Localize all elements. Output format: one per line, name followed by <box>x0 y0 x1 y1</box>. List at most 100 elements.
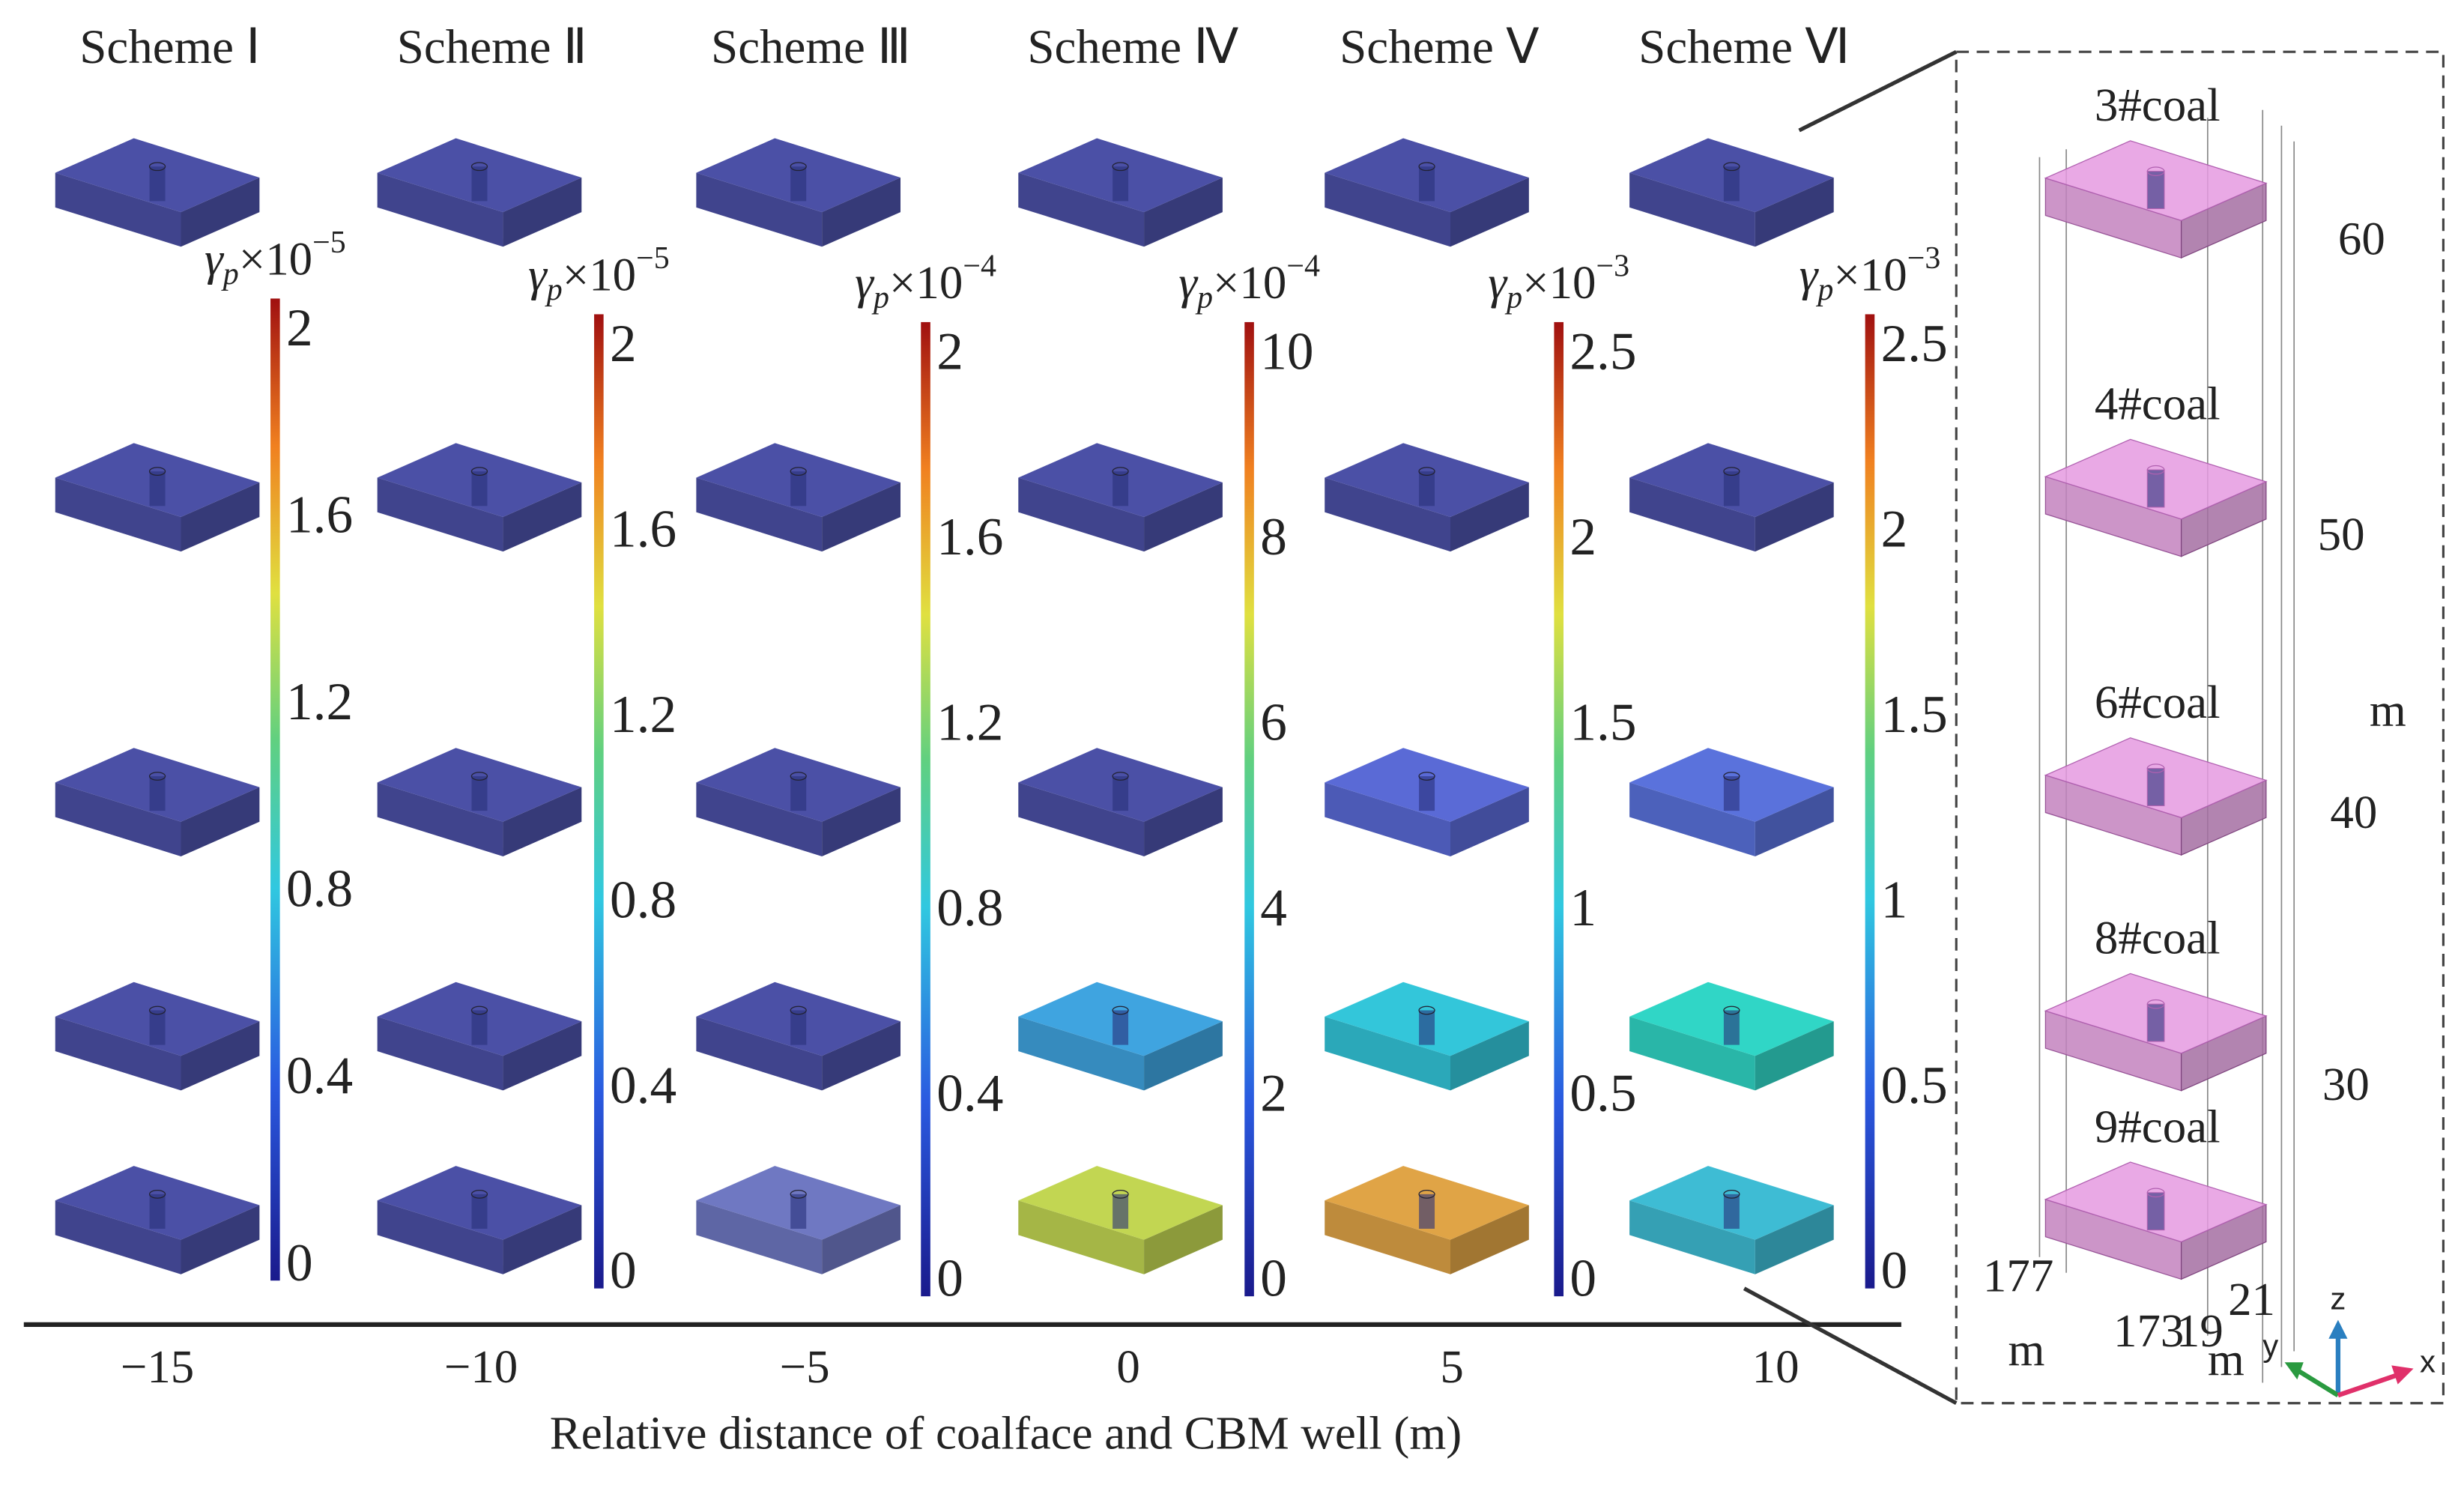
colorbar-title: γp×10−4 <box>1178 249 1320 315</box>
well-top <box>790 1005 807 1015</box>
well-top <box>470 772 488 781</box>
colorbar-multiplier: ×10 <box>1833 249 1907 301</box>
triad-y-head <box>2284 1362 2304 1380</box>
colorbar-subscript: p <box>221 257 239 291</box>
coal-seam-label: 4#coal <box>2095 378 2221 430</box>
well <box>471 471 488 506</box>
triad-x-head <box>2391 1365 2414 1385</box>
model-panel <box>1018 748 1223 856</box>
colorbar-tick-label: 6 <box>1260 692 1287 751</box>
well <box>149 166 166 202</box>
well-top <box>148 162 166 172</box>
slab-side <box>1755 482 1834 552</box>
slab-side <box>1144 177 1223 247</box>
colorbar-tick-label: 2 <box>286 298 313 357</box>
triad-z-head <box>2328 1319 2348 1339</box>
well-top <box>1112 772 1129 781</box>
colorbar-tick-label: 1.5 <box>1881 685 1948 744</box>
well-top <box>1723 772 1740 781</box>
model-panel <box>55 1166 260 1274</box>
slab-side <box>55 172 181 247</box>
colorbar-tick-label: 2 <box>1260 1063 1287 1122</box>
model-panel <box>1018 982 1223 1091</box>
well-top <box>790 467 807 477</box>
slab-side <box>1629 1200 1755 1274</box>
colorbar-exponent: −5 <box>636 241 670 276</box>
model-panel <box>696 1166 901 1274</box>
colorbar-tick-label: 0 <box>1881 1241 1908 1300</box>
colorbar-symbol: γ <box>205 233 225 285</box>
slab-side <box>55 1200 181 1274</box>
colorbar <box>1865 314 1875 1289</box>
slab-side <box>1755 1021 1834 1091</box>
colorbar-tick-label: 0 <box>936 1249 963 1308</box>
well-top <box>1723 1189 1740 1199</box>
colorbar-tick-label: 1.6 <box>936 507 1003 566</box>
x-tick-label: 0 <box>1116 1340 1139 1393</box>
slab-side <box>696 1016 823 1091</box>
well-top <box>470 1189 488 1199</box>
well <box>2146 171 2165 210</box>
model-panel <box>55 748 260 856</box>
slab-side <box>55 1016 181 1091</box>
slab-side <box>1755 787 1834 856</box>
colorbar-tick-label: 1.2 <box>610 685 676 744</box>
well <box>790 471 807 506</box>
slab-side <box>1144 482 1223 552</box>
model-panel <box>1629 1166 1834 1274</box>
model-panel <box>696 982 901 1091</box>
model-panel <box>696 443 901 552</box>
colorbar-tick-label: 2 <box>1569 507 1596 566</box>
well <box>1419 1194 1435 1229</box>
model-panel <box>1325 748 1529 856</box>
model-panel <box>377 1166 582 1274</box>
scheme-title: Scheme Ⅵ <box>1638 20 1850 74</box>
well <box>1723 775 1740 811</box>
y-unit: m <box>2008 1323 2044 1376</box>
slab-side <box>1018 1016 1145 1091</box>
colorbar-multiplier: ×10 <box>889 256 963 309</box>
colorbar-tick-label: 8 <box>1260 507 1287 566</box>
scheme-title: Scheme Ⅲ <box>711 20 911 74</box>
well <box>1113 166 1129 202</box>
well-top <box>1418 772 1435 781</box>
colorbar <box>594 314 604 1289</box>
well <box>471 1194 488 1229</box>
slab-side <box>822 1205 901 1274</box>
well-top <box>2146 465 2165 475</box>
model-panel <box>377 443 582 552</box>
colorbar-subscript: p <box>871 280 889 315</box>
colorbar-title: γp×10−3 <box>1799 241 1941 307</box>
colorbar-tick-label: 2 <box>1881 499 1908 558</box>
well <box>149 1010 166 1045</box>
well <box>471 1010 488 1045</box>
slab-side <box>377 1016 503 1091</box>
well-top <box>1723 467 1740 477</box>
x-tick-label: 5 <box>1440 1340 1463 1393</box>
connector <box>1743 1286 1958 1406</box>
coal-seam-label: 9#coal <box>2095 1100 2221 1152</box>
colorbar-title: γp×10−3 <box>1488 249 1629 315</box>
colorbar <box>921 321 930 1297</box>
well-top <box>148 1189 166 1199</box>
slab-side <box>1629 172 1755 247</box>
model-panel <box>696 748 901 856</box>
colorbar-tick-label: 0.8 <box>286 859 353 919</box>
coal-seam <box>2044 140 2268 259</box>
slab-side <box>503 1205 582 1274</box>
slab-side <box>181 177 260 247</box>
model-panel <box>1018 443 1223 552</box>
colorbar-tick-label: 0.8 <box>936 878 1003 937</box>
slab-side <box>55 477 181 552</box>
well <box>1723 1010 1740 1045</box>
y-tick-label: 173 <box>2113 1304 2184 1357</box>
well-top <box>1418 1005 1435 1015</box>
triad-label: z <box>2330 1281 2346 1316</box>
slab-side <box>1629 1016 1755 1091</box>
colorbar-tick-label: 2.5 <box>1569 321 1636 381</box>
model-panel <box>1325 138 1529 247</box>
coal-seam-label: 8#coal <box>2095 912 2221 964</box>
coal-seam <box>2044 438 2268 557</box>
well <box>149 471 166 506</box>
slab-side <box>1450 1205 1529 1274</box>
